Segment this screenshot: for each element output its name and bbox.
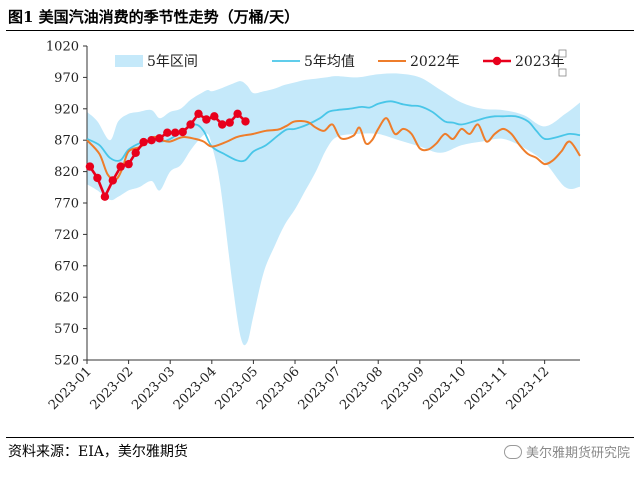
y-tick-label: 870 xyxy=(54,134,79,149)
series-2023-point xyxy=(186,120,195,129)
series-2023-point xyxy=(139,137,148,147)
y-tick-label: 620 xyxy=(54,291,79,306)
legend-item-2022: 2022年 xyxy=(378,54,460,70)
series-2023-point xyxy=(116,162,125,171)
series-2023-point xyxy=(210,112,219,121)
y-tick-label: 570 xyxy=(54,322,79,337)
resize-handle-box[interactable] xyxy=(558,68,567,77)
resize-handle-box[interactable] xyxy=(558,49,567,58)
series-2023-point xyxy=(93,173,102,183)
series-2023-point xyxy=(178,127,187,137)
series-2023-point xyxy=(218,120,227,129)
x-tick-label: 2023-05 xyxy=(212,364,261,413)
y-tick-label: 770 xyxy=(54,197,79,212)
x-tick-label: 2023-11 xyxy=(462,364,511,413)
x-tick-label: 2023-07 xyxy=(296,364,345,413)
x-tick-label: 2023-02 xyxy=(88,364,137,413)
watermark-text: 美尔雅期货研究院 xyxy=(525,446,630,461)
legend-item-5yr-range: 5年区间 xyxy=(115,54,198,70)
top-rule xyxy=(6,30,634,31)
series-2023-point xyxy=(225,118,234,127)
watermark: 美尔雅期货研究院 xyxy=(503,442,630,461)
x-tick-label: 2023-10 xyxy=(420,364,469,413)
x-tick-label: 2023-04 xyxy=(171,364,220,413)
series-2023-point xyxy=(124,159,133,169)
series-2022-line xyxy=(86,117,581,181)
legend-label: 5年区间 xyxy=(147,54,198,70)
x-tick-label: 2023-08 xyxy=(337,364,386,413)
series-2023-point xyxy=(202,115,211,124)
legend-label: 5年均值 xyxy=(304,54,355,70)
legend-swatch-marker xyxy=(492,56,502,66)
x-tick-label: 2023-12 xyxy=(504,364,553,413)
series-2023-point xyxy=(100,192,110,201)
x-tick-label: 2023-06 xyxy=(254,364,303,413)
y-tick-label: 920 xyxy=(54,102,79,117)
series-2023-point xyxy=(85,162,95,171)
series-2023-point xyxy=(194,109,203,119)
x-tick-label: 2023-09 xyxy=(379,364,428,413)
series-2023-point xyxy=(163,128,172,137)
series-layer xyxy=(85,100,581,201)
band-5yr-range xyxy=(87,73,580,346)
series-2023-point xyxy=(108,176,118,185)
legend: 5年区间 5年均值 2022年 2023年 xyxy=(115,54,565,70)
y-tick-label: 720 xyxy=(54,228,79,243)
legend-label: 2023年 xyxy=(515,54,565,70)
resize-handle[interactable] xyxy=(558,49,567,77)
y-tick-label: 820 xyxy=(54,165,79,180)
bottom-rule xyxy=(6,437,634,438)
series-2023-point xyxy=(241,117,250,126)
y-tick-label: 520 xyxy=(54,354,79,369)
legend-item-2023: 2023年 xyxy=(483,54,565,70)
legend-label: 2022年 xyxy=(410,54,460,70)
series-2023-point xyxy=(155,134,164,143)
series-2023-point xyxy=(171,128,180,137)
y-tick-label: 1020 xyxy=(46,40,79,55)
y-tick-label: 970 xyxy=(54,71,79,86)
legend-swatch-band xyxy=(115,55,143,67)
x-tick-label: 2023-03 xyxy=(129,364,178,413)
series-2023-point xyxy=(147,136,156,145)
figure-title: 图1 美国汽油消费的季节性走势（万桶/天） xyxy=(8,8,300,26)
legend-item-5yr-average: 5年均值 xyxy=(272,54,355,70)
series-5yr-average-line xyxy=(86,100,581,163)
x-tick-label: 2023-01 xyxy=(46,364,95,413)
source-note: 资料来源：EIA，美尔雅期货 xyxy=(8,444,188,460)
series-2023-point xyxy=(233,109,242,119)
wechat-icon xyxy=(503,445,522,459)
band-layer xyxy=(87,73,580,346)
series-2023-point xyxy=(131,148,140,157)
y-tick-label: 670 xyxy=(54,259,79,274)
